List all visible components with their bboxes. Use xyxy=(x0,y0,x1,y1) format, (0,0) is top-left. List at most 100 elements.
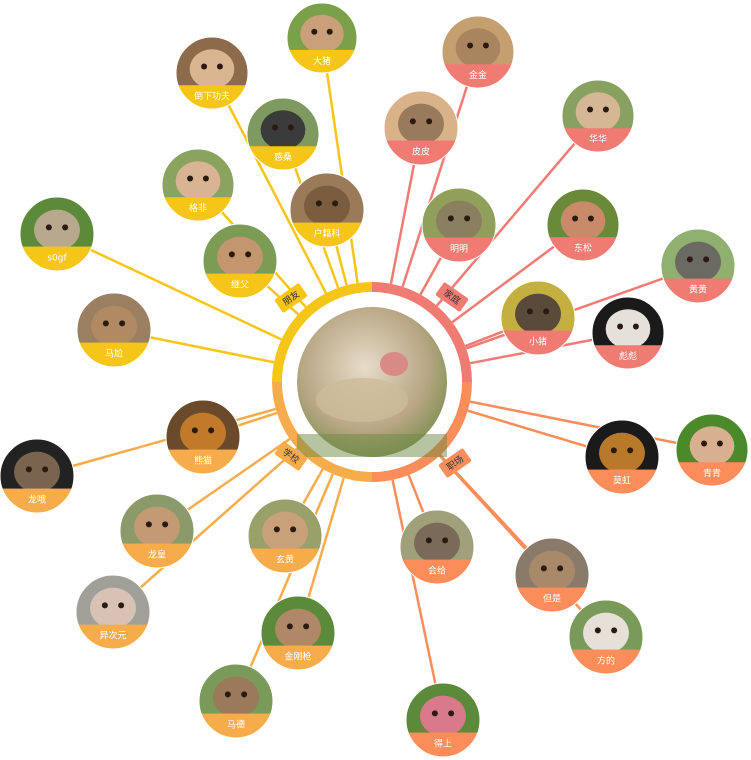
node-label-band xyxy=(501,330,575,355)
monkey-eye-icon xyxy=(617,323,624,330)
node-border xyxy=(421,187,497,263)
monkey-eye-icon xyxy=(686,256,693,263)
person-node[interactable]: 感桑 xyxy=(246,97,320,182)
node-border xyxy=(260,595,336,671)
person-avatar-photo xyxy=(261,596,335,670)
edge-10 xyxy=(435,115,599,307)
monkey-eye-icon xyxy=(273,526,280,533)
person-node[interactable]: 东松 xyxy=(546,188,620,273)
monkey-eye-icon xyxy=(482,42,489,49)
node-label-band xyxy=(247,146,319,170)
monkey-face-icon xyxy=(575,92,621,132)
monkey-eye-icon xyxy=(543,308,550,315)
person-avatar-photo xyxy=(592,297,664,369)
monkey-eye-icon xyxy=(290,526,297,533)
monkey-eye-icon xyxy=(701,440,708,447)
person-node[interactable]: 马尬 xyxy=(76,292,152,380)
monkey-face-icon xyxy=(529,550,575,592)
person-node[interactable]: 明明 xyxy=(421,187,497,275)
person-node[interactable]: 青青 xyxy=(675,413,749,498)
monkey-eye-icon xyxy=(332,200,339,207)
monkey-face-icon xyxy=(180,412,226,454)
edge-1 xyxy=(210,72,328,294)
person-node[interactable]: 皮皮 xyxy=(383,90,459,178)
node-border xyxy=(119,493,195,569)
monkey-eye-icon xyxy=(447,215,454,222)
person-node[interactable]: 得上 xyxy=(405,682,481,760)
person-node[interactable]: 玄黄 xyxy=(247,498,323,586)
node-label-band xyxy=(661,278,735,303)
monkey-eye-icon xyxy=(241,691,248,698)
monkey-face-icon xyxy=(14,451,60,493)
person-avatar-photo xyxy=(287,3,357,73)
person-node[interactable]: 倒下功夫 xyxy=(175,36,249,121)
center-node[interactable] xyxy=(282,292,462,472)
monkey-face-icon xyxy=(34,209,80,251)
edge-28 xyxy=(391,479,445,721)
person-node[interactable]: 莫虹 xyxy=(584,419,660,507)
monkey-eye-icon xyxy=(303,623,310,630)
person-name: 金刚枪 xyxy=(284,651,311,663)
person-name: 感桑 xyxy=(274,151,292,163)
monkey-eye-icon xyxy=(426,118,433,125)
monkey-face-icon xyxy=(91,305,137,347)
node-label-band xyxy=(287,49,357,73)
person-node[interactable]: 华华 xyxy=(561,79,635,164)
monkey-face-icon xyxy=(420,695,466,737)
person-avatar-photo xyxy=(203,224,277,298)
monkey-eye-icon xyxy=(526,308,533,315)
monkey-eye-icon xyxy=(557,565,564,572)
category-tag-bg xyxy=(438,448,472,478)
center-grass-ground xyxy=(297,434,447,457)
person-node[interactable]: 熊猫 xyxy=(165,399,241,487)
node-label-band xyxy=(384,140,458,165)
person-node[interactable]: 会给 xyxy=(399,509,475,597)
node-border xyxy=(286,2,358,74)
node-border xyxy=(19,196,95,272)
node-border xyxy=(0,438,75,514)
monkey-eye-icon xyxy=(572,215,579,222)
person-node[interactable]: s0gf xyxy=(19,196,95,284)
node-border xyxy=(675,413,749,487)
person-node[interactable]: 小猪 xyxy=(500,280,576,368)
monkey-eye-icon xyxy=(594,627,601,634)
person-node[interactable]: 继父 xyxy=(202,223,278,311)
person-node[interactable]: 龙皇 xyxy=(119,493,195,581)
ring-arc-friends xyxy=(272,282,373,383)
person-node[interactable]: 黄黄 xyxy=(660,228,736,316)
monkey-eye-icon xyxy=(45,224,52,231)
person-name: 明明 xyxy=(450,244,468,255)
person-avatar-photo xyxy=(676,414,748,486)
category-tag-family: 家庭 xyxy=(435,282,469,312)
person-node[interactable]: 但是 xyxy=(514,537,590,625)
monkey-eye-icon xyxy=(201,63,208,70)
person-node[interactable]: 龙哦 xyxy=(0,438,75,526)
person-node[interactable]: 金金 xyxy=(441,15,515,100)
monkey-eye-icon xyxy=(119,320,126,327)
person-name: 彪彪 xyxy=(619,350,637,362)
person-name: 黄黄 xyxy=(689,284,707,296)
node-border xyxy=(546,188,620,262)
node-label-band xyxy=(248,548,322,573)
monkey-eye-icon xyxy=(425,537,432,544)
node-label-band xyxy=(203,273,277,298)
monkey-eye-icon xyxy=(102,320,109,327)
person-name: 龙皇 xyxy=(148,549,166,561)
monkey-eye-icon xyxy=(62,224,69,231)
edge-27 xyxy=(438,454,607,638)
person-name: 会给 xyxy=(428,565,446,577)
person-name: 方的 xyxy=(597,655,615,667)
person-node[interactable]: 异次元 xyxy=(75,574,151,662)
monkey-eye-icon xyxy=(191,427,198,434)
person-node[interactable]: 马德 xyxy=(198,663,274,751)
node-border xyxy=(246,97,320,171)
person-node[interactable]: 格非 xyxy=(161,148,235,233)
person-node[interactable]: 大猪 xyxy=(286,2,358,85)
person-name: 马德 xyxy=(227,719,245,731)
person-node[interactable]: 方的 xyxy=(568,599,644,687)
monkey-eye-icon xyxy=(587,215,594,222)
person-node[interactable]: 彪彪 xyxy=(591,296,665,381)
edge-20 xyxy=(112,447,299,613)
node-border xyxy=(198,663,274,739)
person-node[interactable]: 金刚枪 xyxy=(260,595,336,683)
